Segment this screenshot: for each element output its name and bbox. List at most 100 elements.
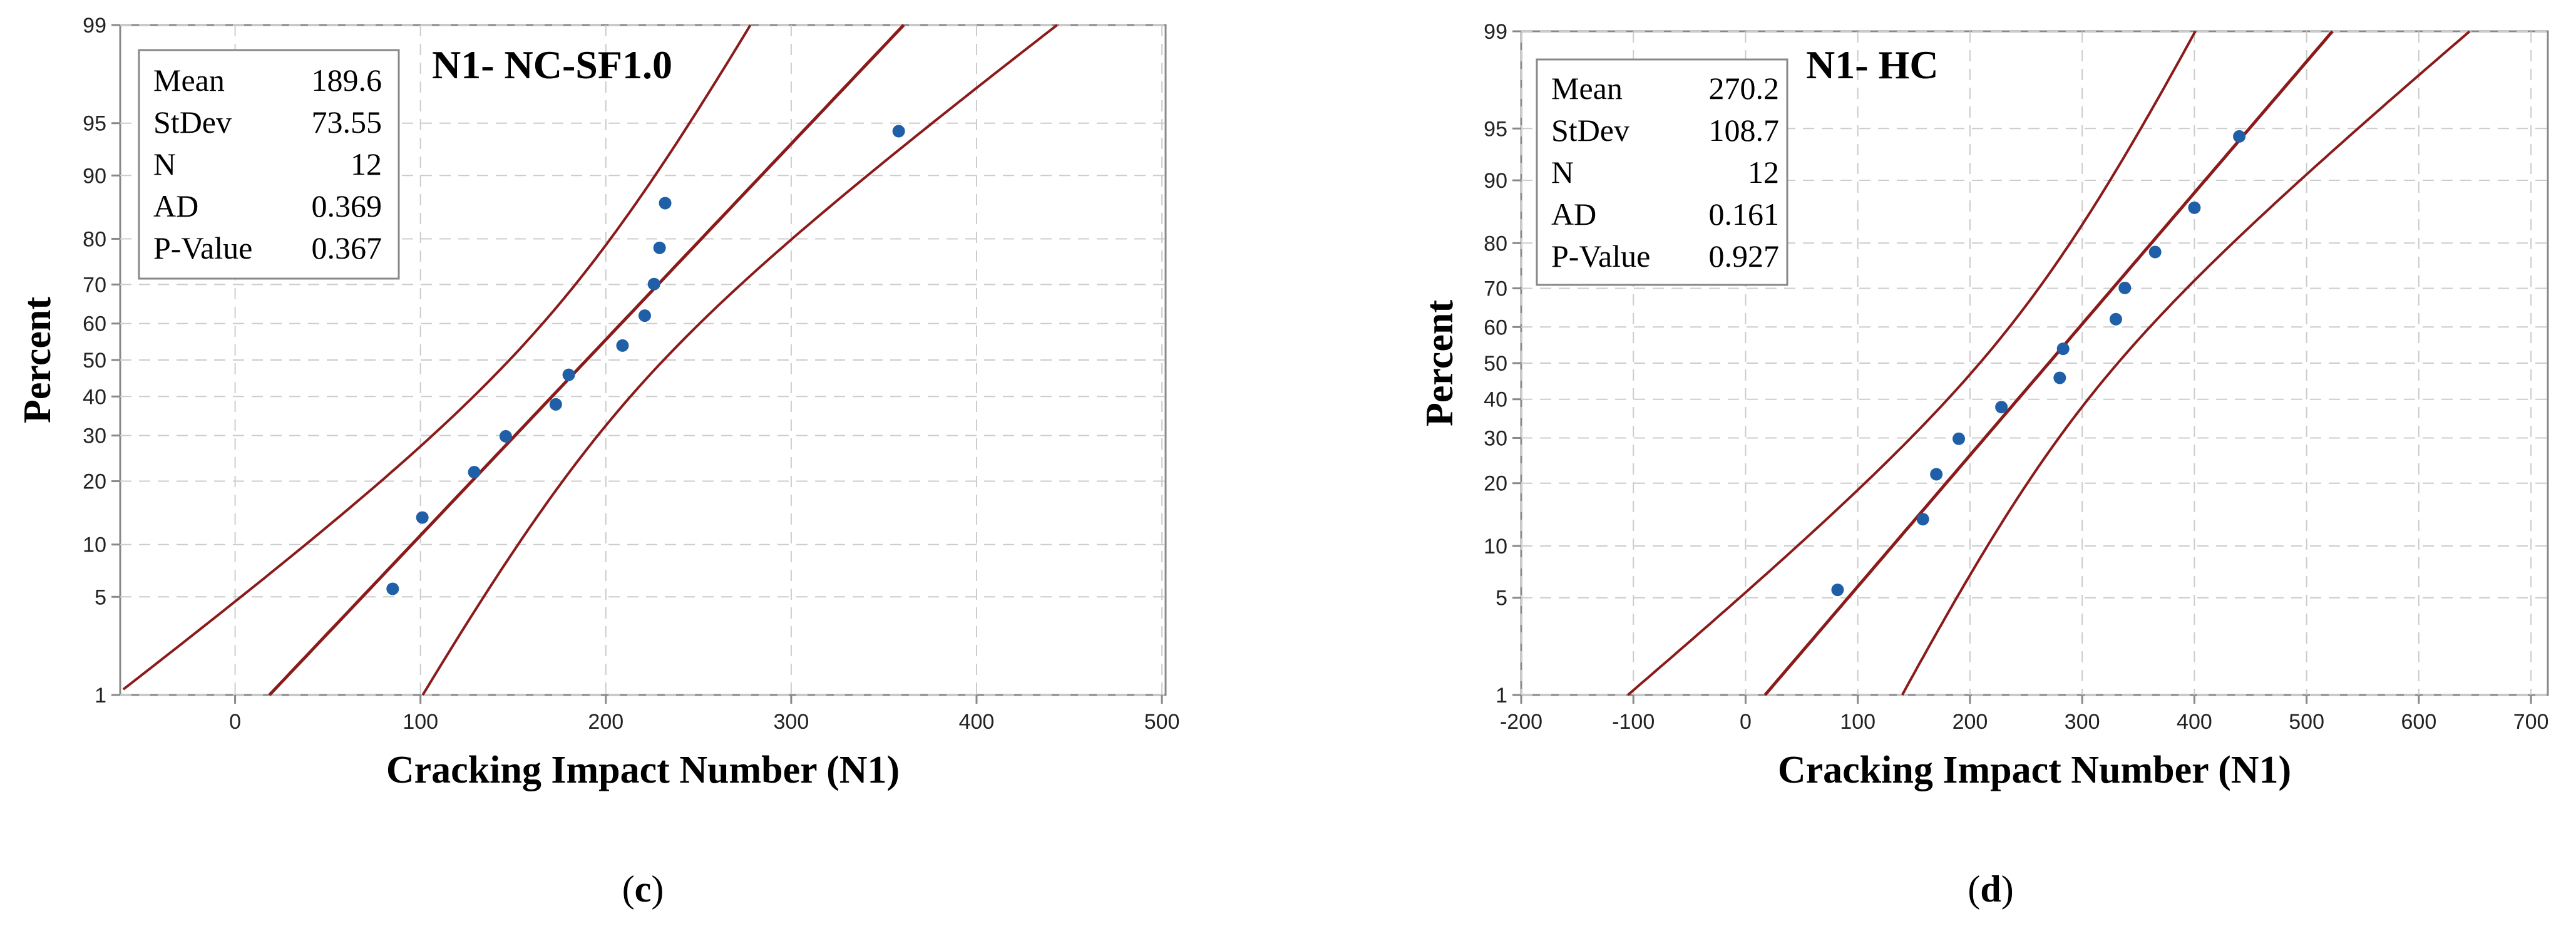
stat-label-ad: AD [153, 188, 198, 224]
stat-label-p-value: P-Value [153, 230, 252, 265]
x-axis-label: Cracking Impact Number (N1) [1778, 749, 2291, 791]
stat-label-mean: Mean [1551, 71, 1623, 106]
data-point [416, 511, 429, 524]
data-point [2188, 201, 2201, 214]
stat-value-stdev: 108.7 [1709, 113, 1780, 148]
x-tick-label: 500 [2289, 710, 2324, 734]
panel-label-letter: d [1980, 868, 2001, 910]
y-tick-label: 5 [1496, 587, 1507, 610]
y-tick-label: 1 [1496, 684, 1507, 707]
confidence-band-upper [122, 24, 752, 691]
data-point [2053, 371, 2066, 384]
stat-label-mean: Mean [153, 63, 225, 98]
data-point [616, 339, 629, 352]
data-point [638, 309, 651, 322]
x-tick-label: 0 [229, 710, 241, 734]
y-tick-label: 60 [83, 312, 106, 336]
x-axis-label: Cracking Impact Number (N1) [386, 749, 900, 791]
y-tick-label: 20 [1484, 472, 1507, 496]
stat-value-mean: 189.6 [312, 63, 382, 98]
data-point [647, 277, 660, 291]
stats-box: Mean 270.2 StDev 108.7 N 12 AD 0.161 P-V… [1536, 58, 1788, 286]
stat-label-stdev: StDev [153, 105, 232, 140]
y-tick-label: 30 [1484, 426, 1507, 450]
chart-panel-c: 0 100 200 300 400 500 1 5 10 20 30 40 50 60 70 80 90 95 9… [16, 14, 1179, 910]
data-point [386, 582, 399, 595]
stats-box-frame [1536, 58, 1788, 286]
y-tick-label: 20 [83, 470, 106, 494]
stat-label-n: N [1551, 155, 1574, 190]
y-tick-label: 60 [1484, 316, 1507, 339]
y-tick-label: 40 [1484, 388, 1507, 412]
x-tick-label: -100 [1612, 710, 1655, 734]
stat-label-n: N [153, 147, 176, 182]
y-tick-label: 99 [83, 14, 106, 38]
y-tick-label: 50 [83, 349, 106, 373]
stat-label-stdev: StDev [1551, 113, 1629, 148]
y-tick-label: 90 [83, 164, 106, 188]
y-axis-label: Percent [1419, 300, 1461, 426]
data-point [2056, 342, 2070, 356]
chart-panel-d: -200 -100 0 100 200 300 400 500 600 700 1 5 10 20 30 4… [1419, 20, 2549, 910]
data-point [1930, 468, 1943, 481]
data-point [2118, 281, 2132, 294]
stats-box: Mean 189.6 StDev 73.55 N 12 AD 0.369 P-V… [138, 49, 400, 280]
fitted-line [268, 24, 905, 696]
y-tick-label: 80 [83, 227, 106, 251]
data-point [1953, 432, 1966, 445]
x-tick-label: 200 [1953, 710, 1988, 734]
y-axis-ticks: 1 5 10 20 30 40 50 60 70 80 90 95 99 [83, 14, 120, 707]
x-tick-label: 300 [774, 710, 809, 734]
confidence-band-upper [1627, 31, 2197, 696]
stat-value-n: 12 [351, 147, 382, 182]
data-points [386, 125, 905, 595]
x-tick-label: 100 [403, 710, 438, 734]
data-point [1995, 401, 2008, 414]
gridlines [120, 24, 1166, 696]
gridlines [1521, 31, 2548, 696]
data-point [562, 368, 575, 381]
panel-label: (d) [1968, 868, 2013, 910]
panel-label: (c) [622, 868, 664, 910]
stat-value-p-value: 0.367 [312, 230, 382, 265]
data-point [468, 466, 481, 479]
y-tick-label: 1 [95, 684, 106, 707]
chart-title: N1- HC [1806, 43, 1939, 87]
data-point [1916, 513, 1929, 526]
stats-box-frame [138, 49, 400, 280]
y-tick-label: 30 [83, 424, 106, 448]
stat-value-n: 12 [1748, 155, 1779, 190]
stat-value-mean: 270.2 [1709, 71, 1780, 106]
data-point [499, 430, 512, 443]
y-tick-label: 10 [83, 533, 106, 557]
data-point [2109, 312, 2122, 326]
data-point [892, 125, 905, 138]
panel-label-letter: c [635, 868, 652, 910]
y-tick-label: 70 [1484, 277, 1507, 301]
y-tick-label: 70 [83, 273, 106, 297]
data-points [1831, 130, 2246, 597]
y-tick-label: 99 [1484, 20, 1507, 44]
x-tick-label: 700 [2513, 710, 2549, 734]
x-tick-label: -200 [1500, 710, 1542, 734]
x-tick-label: 300 [2065, 710, 2100, 734]
y-tick-label: 95 [1484, 117, 1507, 141]
x-tick-label: 100 [1840, 710, 1876, 734]
x-tick-label: 500 [1144, 710, 1180, 734]
x-axis-ticks: -200 -100 0 100 200 300 400 500 600 700 [1500, 695, 2549, 734]
data-point [653, 241, 666, 254]
x-axis-ticks: 0 100 200 300 400 500 [229, 695, 1179, 734]
x-tick-label: 400 [2177, 710, 2212, 734]
data-point [1831, 584, 1844, 597]
y-tick-label: 40 [83, 385, 106, 409]
x-tick-label: 400 [959, 710, 995, 734]
y-tick-label: 5 [95, 585, 106, 609]
stat-value-stdev: 73.55 [312, 105, 382, 140]
fit-and-confidence-lines [122, 24, 1058, 696]
panel-label-text: (c) [622, 868, 664, 910]
stat-value-p-value: 0.927 [1709, 239, 1780, 274]
data-point [2233, 130, 2246, 143]
chart-title: N1- NC-SF1.0 [432, 43, 672, 87]
y-axis-ticks: 1 5 10 20 30 40 50 60 70 80 90 95 99 [1484, 20, 1521, 707]
